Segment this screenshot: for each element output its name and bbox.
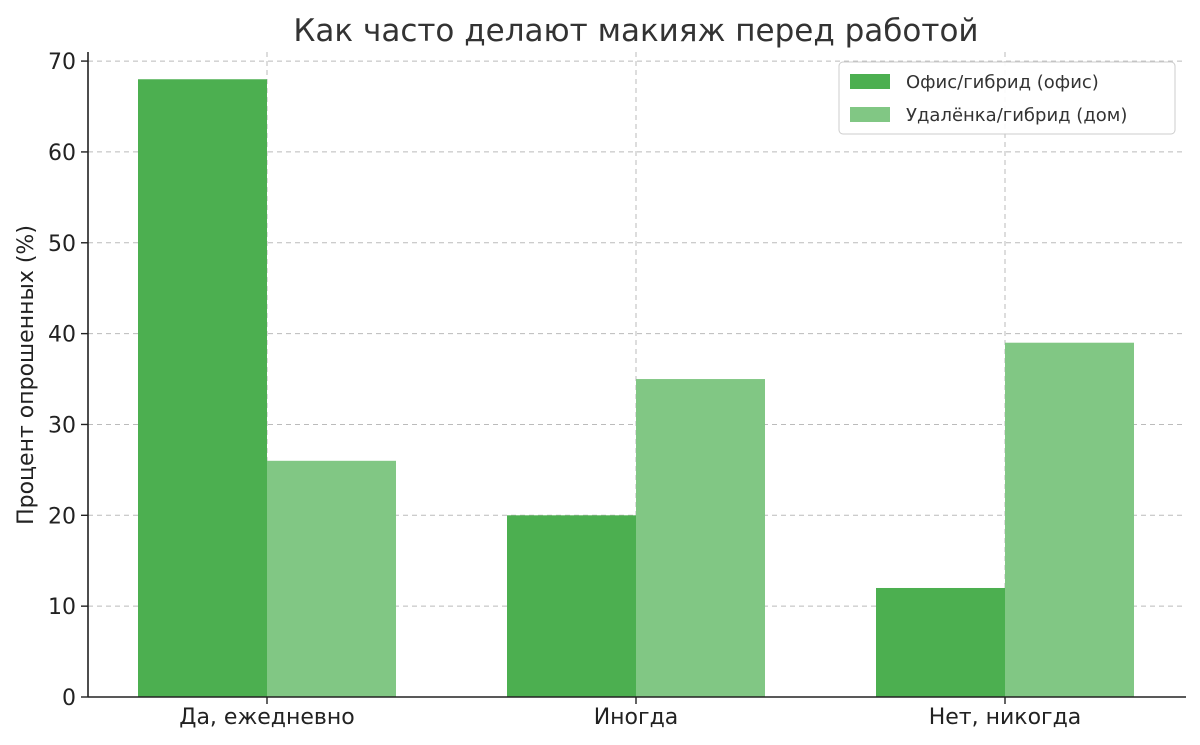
y-tick-label: 50 xyxy=(48,232,76,257)
x-ticks: Да, ежедневно Иногда Нет, никогда xyxy=(179,697,1081,730)
legend-label-remote: Удалёнка/гибрид (дом) xyxy=(906,105,1127,126)
x-tick-label: Иногда xyxy=(594,705,679,730)
bar-remote-2 xyxy=(1005,342,1134,697)
bar-remote-1 xyxy=(636,379,765,697)
y-axis-label: Процент опрошенных (%) xyxy=(14,225,39,525)
y-tick-label: 40 xyxy=(48,323,76,348)
y-tick-label: 70 xyxy=(48,50,76,75)
bar-remote-0 xyxy=(267,460,396,697)
y-tick-label: 30 xyxy=(48,413,76,438)
legend-swatch-office xyxy=(850,74,890,89)
bar-office-2 xyxy=(876,587,1005,697)
x-tick-label: Нет, никогда xyxy=(929,705,1082,730)
legend-box xyxy=(838,61,1176,135)
y-tick-label: 0 xyxy=(62,686,76,711)
x-tick-label: Да, ежедневно xyxy=(179,705,354,730)
legend-label-office: Офис/гибрид (офис) xyxy=(906,72,1099,93)
y-tick-label: 20 xyxy=(48,504,76,529)
bars xyxy=(138,79,1134,697)
bar-office-1 xyxy=(507,515,636,697)
y-ticks: 0 10 20 30 40 50 60 70 xyxy=(48,50,88,711)
chart-title: Как часто делают макияж перед работой xyxy=(293,13,978,49)
bar-office-0 xyxy=(138,79,267,697)
axes xyxy=(87,52,1186,698)
legend-swatch-remote xyxy=(850,107,890,122)
legend: Офис/гибрид (офис) Удалёнка/гибрид (дом) xyxy=(838,61,1176,135)
y-tick-label: 60 xyxy=(48,141,76,166)
y-tick-label: 10 xyxy=(48,595,76,620)
